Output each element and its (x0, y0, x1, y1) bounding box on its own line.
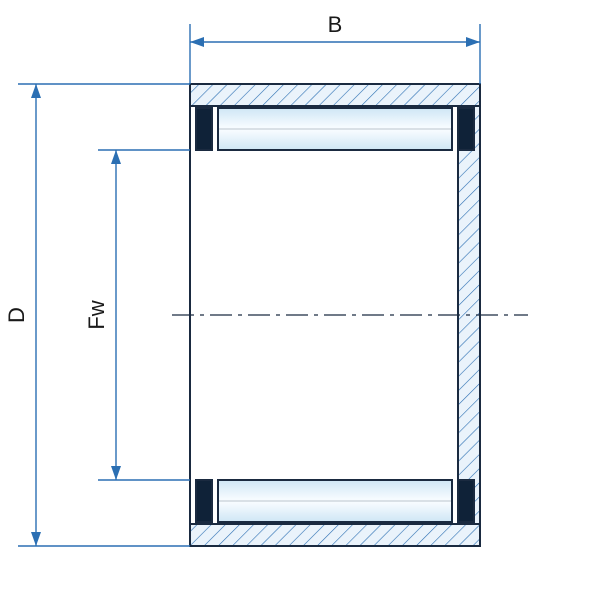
dimension-label-fw: Fw (84, 300, 109, 329)
dimension-label-d: D (4, 307, 29, 323)
roller (196, 480, 474, 522)
dimension-label-b: B (328, 12, 343, 37)
roller (196, 108, 474, 150)
